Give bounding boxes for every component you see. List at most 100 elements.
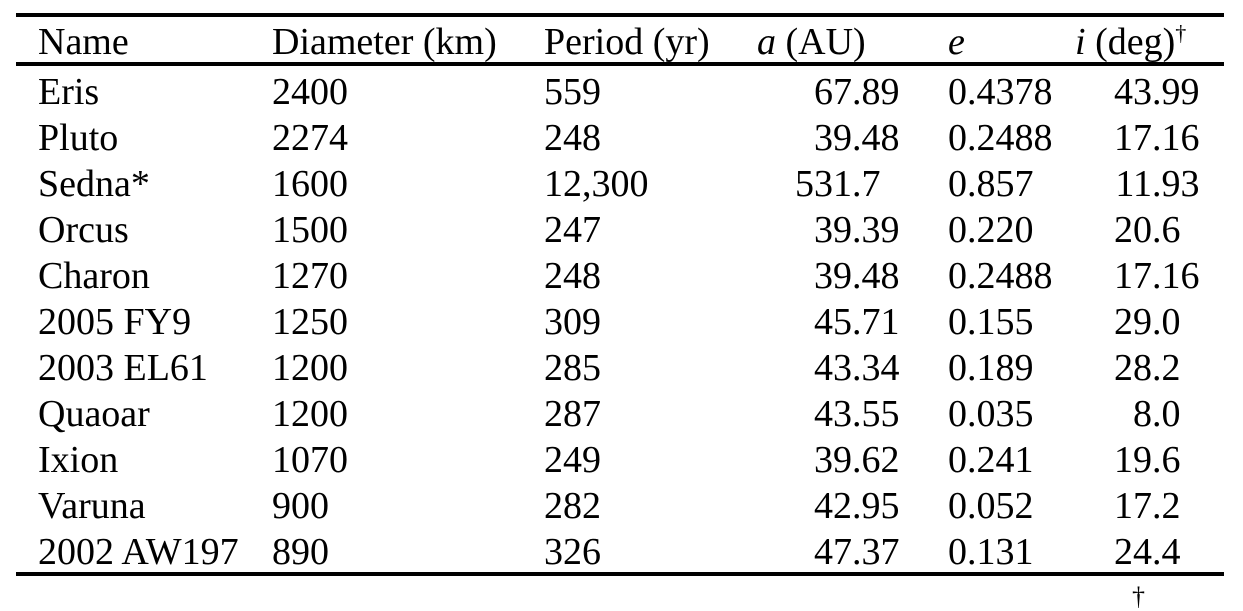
integer-part: 531 xyxy=(795,163,852,204)
cell-name: 2002 AW197 xyxy=(38,531,239,573)
variable-symbol: i xyxy=(1075,21,1086,63)
fraction-part: .0 xyxy=(1152,301,1181,342)
cell-e: 0.4378 xyxy=(948,71,1053,112)
integer-part: 29 xyxy=(1114,301,1152,342)
cell-a: 47.37 xyxy=(755,526,920,574)
cell-e: 0.220 xyxy=(948,209,1034,250)
fraction-part: .2 xyxy=(1152,347,1181,388)
cell-i: 20.6 xyxy=(1075,204,1224,250)
cell-period: 309 xyxy=(544,301,601,342)
table-row: Orcus 1500 247 39.39 0.220 20.6 xyxy=(16,204,1224,250)
cell-diameter: 1600 xyxy=(272,163,348,204)
cell-period: 248 xyxy=(544,255,601,296)
integer-part: 39 xyxy=(814,209,852,250)
integer-part: 45 xyxy=(814,301,852,342)
table-row: Sedna* 1600 12,300 531.7 0.857 11.93 xyxy=(16,158,1224,204)
page: { "page": { "background": "#ffffff", "te… xyxy=(16,13,1224,610)
column-header-name: Name xyxy=(38,21,129,63)
cell-name: Sedna* xyxy=(38,163,150,204)
table-row: 2002 AW197 890 326 47.37 0.131 24.4 xyxy=(16,526,1224,574)
table-row: Eris 2400 559 67.89 0.4378 43.99 xyxy=(16,64,1224,112)
integer-part: 8 xyxy=(1133,393,1152,434)
integer-part: 43 xyxy=(814,393,852,434)
cell-name: Orcus xyxy=(38,209,129,250)
cell-period: 326 xyxy=(544,531,601,573)
cell-i: 8.0 xyxy=(1075,388,1224,434)
cell-a: 39.62 xyxy=(755,434,920,480)
column-header-i: i (deg)† xyxy=(1075,20,1187,63)
cell-period: 287 xyxy=(544,393,601,434)
cell-period: 559 xyxy=(544,71,601,112)
cell-i: 19.6 xyxy=(1075,434,1224,480)
cell-diameter: 1070 xyxy=(272,439,348,480)
fraction-part: .99 xyxy=(1152,71,1200,112)
table-row: Varuna 900 282 42.95 0.052 17.2 xyxy=(16,480,1224,526)
cell-period: 282 xyxy=(544,485,601,526)
integer-part: 19 xyxy=(1114,439,1152,480)
header-row: Name Diameter (km) Period (yr) a (AU) e i (de… xyxy=(16,15,1224,64)
integer-part: 17 xyxy=(1114,485,1152,526)
cell-diameter: 1200 xyxy=(272,393,348,434)
table-body: Eris 2400 559 67.89 0.4378 43.99 Pluto 2274 248 3… xyxy=(16,64,1224,574)
table-header: Name Diameter (km) Period (yr) a (AU) e i (de… xyxy=(16,15,1224,64)
table-row: Pluto 2274 248 39.48 0.2488 17.16 xyxy=(16,112,1224,158)
fraction-part: .62 xyxy=(852,439,900,480)
cell-a: 45.71 xyxy=(755,296,920,342)
integer-part: 43 xyxy=(814,347,852,388)
tno-data-table: Name Diameter (km) Period (yr) a (AU) e i (de… xyxy=(16,13,1224,576)
cell-diameter: 1270 xyxy=(272,255,348,296)
integer-part: 43 xyxy=(1114,71,1152,112)
cell-name: 2003 EL61 xyxy=(38,347,208,388)
cell-i: 11.93 xyxy=(1075,158,1224,204)
fraction-part: .6 xyxy=(1152,209,1181,250)
cell-period: 248 xyxy=(544,117,601,158)
integer-part: 39 xyxy=(814,117,852,158)
cell-e: 0.052 xyxy=(948,485,1034,526)
cell-name: Ixion xyxy=(38,439,119,480)
dagger-footnote-marker: † xyxy=(1175,20,1187,46)
cell-name: 2005 FY9 xyxy=(38,301,192,342)
cell-e: 0.857 xyxy=(948,163,1034,204)
fraction-part: .48 xyxy=(852,117,900,158)
fraction-part: .71 xyxy=(852,301,900,342)
column-header-diameter: Diameter (km) xyxy=(272,21,497,63)
cell-diameter: 1500 xyxy=(272,209,348,250)
integer-part: 20 xyxy=(1114,209,1152,250)
cell-diameter: 890 xyxy=(272,531,329,573)
table-row: 2005 FY9 1250 309 45.71 0.155 29.0 xyxy=(16,296,1224,342)
variable-symbol: e xyxy=(948,21,965,63)
cell-name: Varuna xyxy=(38,485,146,526)
fraction-part: .7 xyxy=(852,163,881,204)
cell-a: 39.48 xyxy=(755,112,920,158)
cell-period: 247 xyxy=(544,209,601,250)
cell-diameter: 1200 xyxy=(272,347,348,388)
table-row: Quaoar 1200 287 43.55 0.035 8.0 xyxy=(16,388,1224,434)
fraction-part: .16 xyxy=(1152,255,1200,296)
fraction-part: .34 xyxy=(852,347,900,388)
integer-part: 47 xyxy=(814,531,852,573)
fraction-part: .6 xyxy=(1152,439,1181,480)
cell-i: 24.4 xyxy=(1075,526,1224,574)
fraction-part: .48 xyxy=(852,255,900,296)
integer-part: 39 xyxy=(814,439,852,480)
cell-a: 39.39 xyxy=(755,204,920,250)
column-header-e: e xyxy=(920,15,1075,64)
cell-name: Eris xyxy=(38,71,100,112)
cell-e: 0.131 xyxy=(948,531,1034,573)
integer-part: 28 xyxy=(1114,347,1152,388)
fraction-part: .2 xyxy=(1152,485,1181,526)
variable-symbol: a xyxy=(757,21,776,63)
cell-e: 0.189 xyxy=(948,347,1034,388)
cell-a: 43.55 xyxy=(755,388,920,434)
cell-i: 17.16 xyxy=(1075,112,1224,158)
cell-i: 17.16 xyxy=(1075,250,1224,296)
integer-part: 17 xyxy=(1114,117,1152,158)
cell-e: 0.155 xyxy=(948,301,1034,342)
cell-diameter: 2400 xyxy=(272,71,348,112)
column-header-period: Period (yr) xyxy=(544,21,710,63)
cell-period: 249 xyxy=(544,439,601,480)
cell-a: 531.7 xyxy=(755,158,920,204)
cell-period: 285 xyxy=(544,347,601,388)
fraction-part: .89 xyxy=(852,71,900,112)
fraction-part: .55 xyxy=(852,393,900,434)
